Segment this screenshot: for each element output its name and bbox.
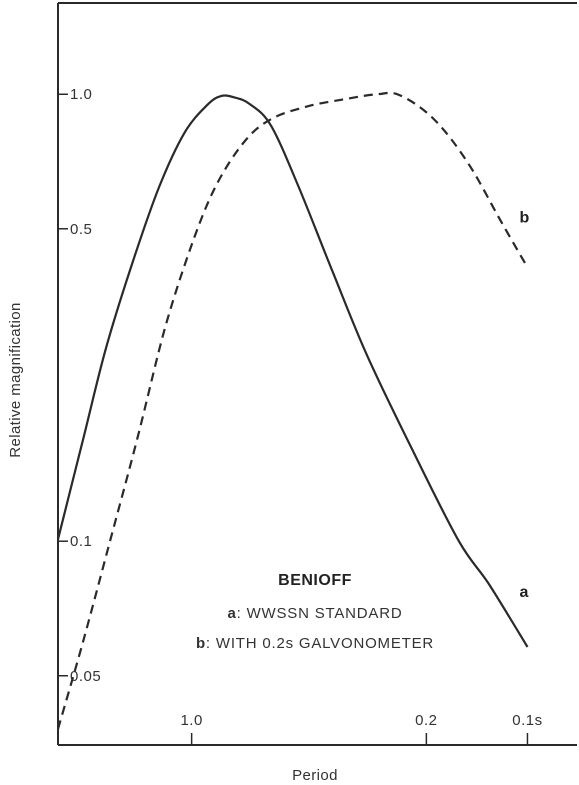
y-tick-label-1: 0.5 (70, 221, 92, 238)
x-ticks: 1.0 0.2 0.1s (180, 712, 542, 745)
series-a-label: a (519, 584, 528, 601)
x-tick-label-2: 0.1s (512, 712, 542, 729)
annotation-key-a: a (227, 605, 236, 622)
y-tick-label-2: 0.1 (70, 533, 92, 550)
annotation-line-b: b: WITH 0.2s GALVONOMETER (196, 635, 434, 652)
y-tick-label-0: 1.0 (70, 86, 92, 103)
series-b-line (56, 91, 529, 730)
annotation-title: BENIOFF (278, 572, 352, 589)
x-tick-label-0: 1.0 (180, 712, 202, 729)
y-tick-label-3: 0.05 (70, 668, 101, 685)
y-axis-title: Relative magnification (7, 302, 24, 458)
annotation-line-a: a: WWSSN STANDARD (227, 605, 402, 622)
annotation-text-b: : WITH 0.2s GALVONOMETER (206, 635, 434, 652)
legend-annotation: BENIOFF a: WWSSN STANDARD b: WITH 0.2s G… (196, 572, 434, 652)
annotation-text-a: : WWSSN STANDARD (237, 605, 403, 622)
y-ticks: 1.0 0.5 0.1 0.05 (58, 86, 101, 685)
series-a-line (56, 94, 529, 648)
annotation-key-b: b (196, 635, 206, 652)
x-axis-title: Period (292, 767, 338, 784)
series-layer: ab (56, 91, 529, 730)
x-tick-label-1: 0.2 (415, 712, 437, 729)
series-b-label: b (519, 209, 529, 226)
